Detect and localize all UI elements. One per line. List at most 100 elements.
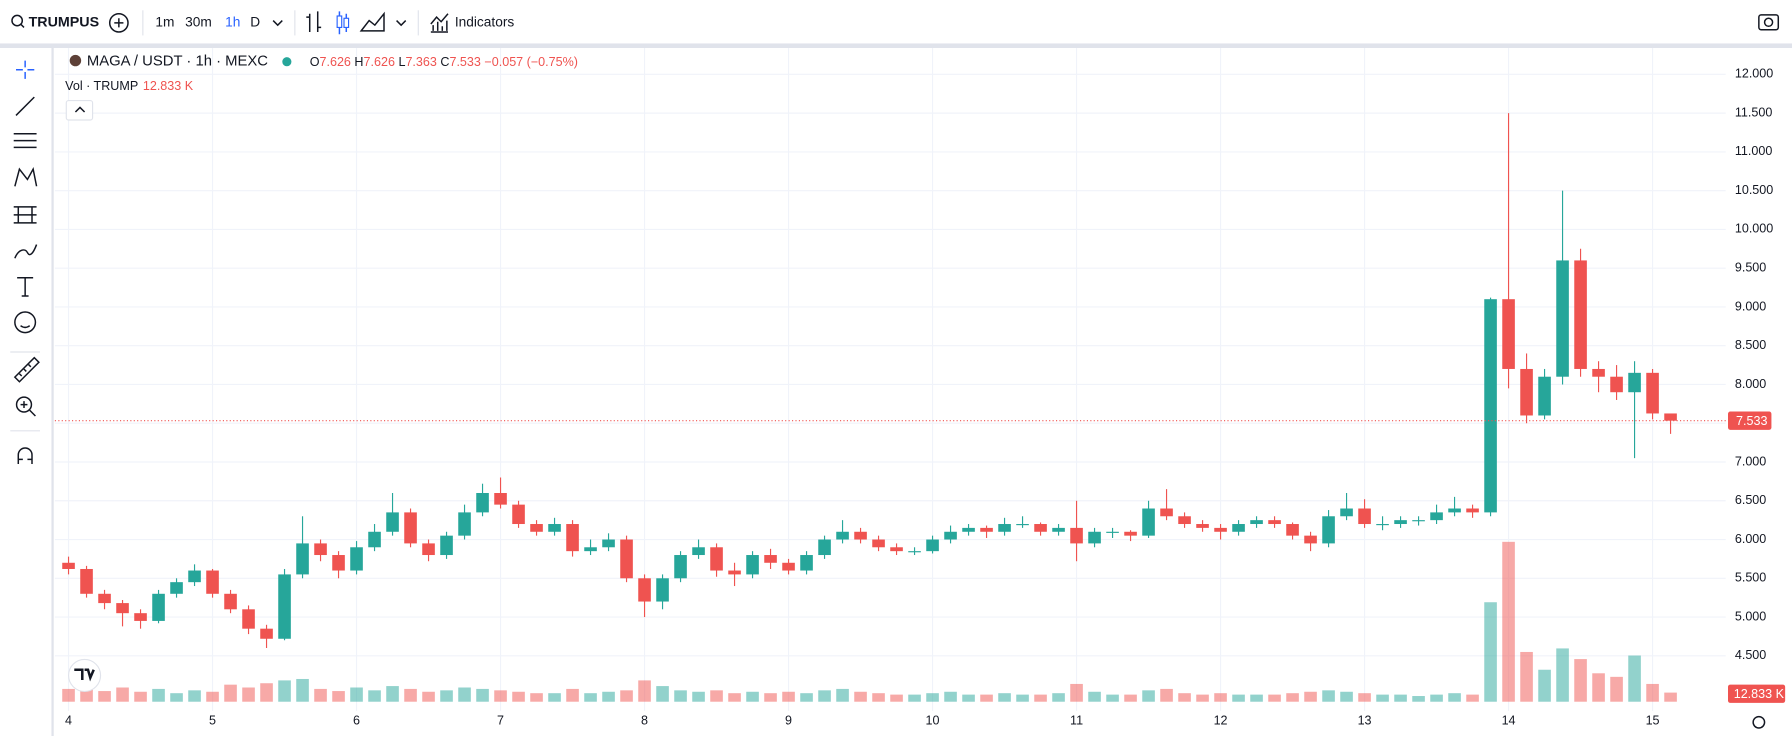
candle-body: [440, 535, 453, 556]
chevron: [74, 106, 86, 113]
volume-bar: [1520, 651, 1533, 702]
volume-bar: [656, 686, 669, 702]
bar-style-button[interactable]: [306, 11, 322, 32]
candle-body: [1322, 516, 1335, 544]
style-dropdown[interactable]: [396, 20, 407, 27]
candle-body: [980, 527, 993, 532]
volume-bar: [1286, 693, 1299, 702]
tv-logo[interactable]: [68, 658, 102, 692]
indicators-button[interactable]: Indicators: [455, 14, 515, 29]
candle-body: [62, 562, 75, 569]
candle-body: [1232, 524, 1245, 532]
symbol-search[interactable]: TRUMPUS: [29, 15, 100, 31]
magnet-tool[interactable]: [17, 447, 33, 464]
candle-body: [1106, 531, 1119, 533]
interval-button[interactable]: 1m: [155, 14, 174, 29]
settings-button[interactable]: [1752, 715, 1766, 729]
drawing-tools: [10, 60, 40, 464]
candle-body: [1592, 368, 1605, 377]
volume-bar: [1268, 694, 1281, 702]
candle-body: [98, 593, 111, 604]
volume-bar: [1178, 693, 1191, 702]
volume-bar: [710, 690, 723, 702]
candle-body: [1610, 376, 1623, 393]
ohlc-label: C: [440, 55, 449, 69]
y-tick-label: 8.500: [1735, 338, 1766, 352]
volume-bar: [116, 687, 129, 702]
volume-bar: [1304, 691, 1317, 702]
x-tick-label: 9: [785, 713, 792, 727]
candle-body: [1214, 527, 1227, 532]
candle-body: [1304, 535, 1317, 544]
x-tick-label: 8: [641, 713, 648, 727]
volume-bar: [1142, 690, 1155, 702]
ohlc-label: H: [354, 55, 363, 69]
crosshair-tool[interactable]: [16, 60, 35, 79]
y-tick-label: 9.500: [1735, 261, 1766, 275]
trendline-tool[interactable]: [15, 96, 35, 116]
search-icon[interactable]: [11, 14, 24, 27]
y-tick-label: 10.000: [1735, 222, 1773, 236]
volume-bar: [1412, 696, 1425, 702]
volume-bar: [926, 693, 939, 702]
candle-body: [296, 543, 309, 575]
volume-bar: [1646, 683, 1659, 702]
volume-bar: [1340, 691, 1353, 702]
candle-body: [1448, 508, 1461, 513]
volume-bar: [206, 691, 219, 702]
interval-dropdown[interactable]: [272, 20, 283, 27]
volume-bar: [818, 690, 831, 702]
candle-body: [782, 562, 795, 571]
compare-button[interactable]: [108, 12, 129, 33]
forecast-tool[interactable]: [13, 206, 37, 224]
interval-button[interactable]: D: [250, 14, 260, 29]
volume-bar: [1628, 655, 1641, 702]
price-label: 7.533: [1736, 414, 1767, 428]
candle-body: [1142, 508, 1155, 536]
candle-body: [476, 493, 489, 513]
candle-body: [1358, 508, 1371, 525]
candle-body: [1520, 368, 1533, 416]
volume-bar: [764, 693, 777, 702]
candle-body: [1466, 508, 1479, 513]
volume-bar: [296, 678, 309, 702]
volume-bar: [620, 690, 633, 702]
interval-button[interactable]: 1h: [225, 14, 240, 29]
text-tool[interactable]: [17, 276, 34, 297]
candle-body: [1178, 516, 1191, 525]
y-tick-label: 9.000: [1735, 299, 1766, 313]
symbol-logo: [69, 54, 82, 67]
brush-tool[interactable]: [14, 244, 38, 259]
volume-bar: [800, 693, 813, 702]
volume-bar: [242, 687, 255, 702]
collapse-button[interactable]: [65, 100, 94, 121]
candle-body: [638, 578, 651, 602]
volume-bar: [854, 691, 867, 702]
candle-body: [458, 512, 471, 536]
y-tick-label: 12.000: [1735, 67, 1773, 81]
measure-tool[interactable]: [13, 356, 40, 383]
pattern-tool[interactable]: [14, 167, 38, 187]
plus-icon: [114, 18, 124, 28]
volume-bar: [998, 693, 1011, 702]
volume-bar: [350, 687, 363, 702]
candle-body: [1538, 376, 1551, 416]
candle-body: [728, 570, 741, 575]
volume-bar: [1394, 694, 1407, 702]
zoom-tool[interactable]: [15, 396, 33, 413]
interval-button[interactable]: 30m: [185, 14, 212, 29]
candle-body: [1196, 524, 1209, 528]
candle-body: [872, 539, 885, 548]
volume-bar: [1466, 694, 1479, 702]
volume-bar: [1088, 691, 1101, 702]
fib-tool[interactable]: [13, 132, 37, 149]
volume-bar: [548, 693, 561, 702]
area-style-button[interactable]: [359, 11, 385, 32]
plot: 4.5005.0005.5006.0006.5007.0007.5008.000…: [54, 48, 1786, 727]
snapshot-button[interactable]: [1758, 14, 1780, 31]
icon-tool[interactable]: [14, 311, 37, 334]
candle-body: [1250, 520, 1263, 525]
candle-body: [1052, 527, 1065, 532]
volume-bar: [1448, 693, 1461, 702]
